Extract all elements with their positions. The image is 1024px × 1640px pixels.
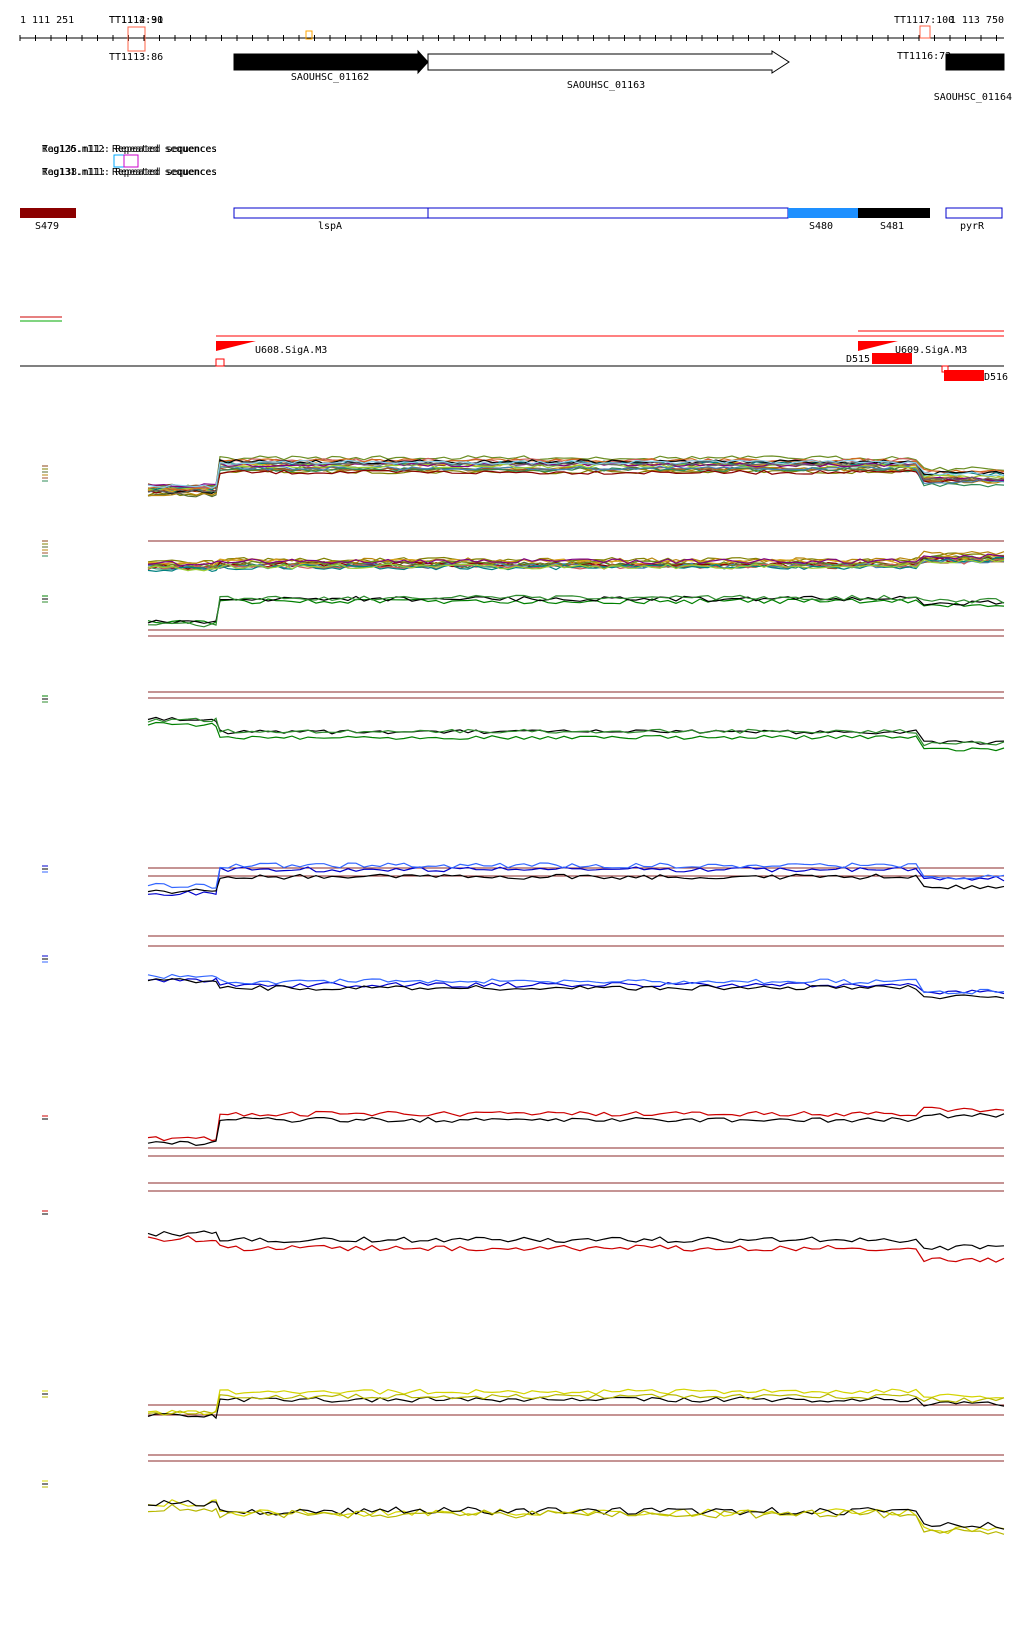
- profile-line: [147, 1106, 1005, 1142]
- promoter-flag-u609[interactable]: [858, 341, 898, 351]
- profile-line: [147, 717, 1005, 747]
- profile-panel-blue-a: [42, 862, 1005, 897]
- profile-line: [147, 1396, 1005, 1420]
- profile-line: [147, 873, 1005, 895]
- downshift-d516[interactable]: [944, 370, 984, 381]
- profile-line: [147, 1499, 1005, 1535]
- profile-line: [147, 862, 1005, 889]
- segment-label: S479: [35, 221, 59, 232]
- profile-line: [147, 465, 1005, 491]
- profile-line: [147, 594, 1005, 628]
- profile-line: [147, 598, 1005, 625]
- profile-line: [147, 1230, 1005, 1251]
- profile-panel-all-conditions-b: [42, 540, 1005, 573]
- downshift-label: D516: [984, 372, 1008, 383]
- segment-label: lspA: [318, 221, 342, 232]
- profile-panel-red-b: [42, 1182, 1005, 1263]
- repeat-label: Reg126.n112: Repeated sequences: [42, 144, 217, 155]
- segment-label: S480: [809, 221, 833, 232]
- segment-s481[interactable]: [858, 208, 930, 218]
- profile-line: [147, 459, 1005, 489]
- gene-arrow-saouhsc-01164[interactable]: [945, 53, 1005, 71]
- segment-lspa[interactable]: [233, 207, 429, 219]
- terminator-label: TT1113:86: [109, 52, 163, 63]
- terminator-label: TT1117:100: [894, 15, 954, 26]
- gene-arrow-saouhsc-01162[interactable]: [233, 49, 429, 75]
- downshift-label: D515: [846, 354, 870, 365]
- profile-panel-yellow-a: [42, 1388, 1005, 1420]
- profile-line: [147, 469, 1005, 495]
- repeat-mark[interactable]: [123, 154, 139, 168]
- terminator-label: TT1112:91: [109, 15, 163, 26]
- ruler-start-label: 1 111 251: [20, 15, 74, 26]
- terminator-track: TT1114:30 TT1112:91 TT1113:86 TT1117:100…: [109, 15, 954, 63]
- coordinate-ruler: 1 111 251 1 113 750: [19, 15, 1004, 41]
- segment-lspa-ext[interactable]: [427, 207, 789, 219]
- profile-line: [147, 716, 1005, 745]
- segment-pyrr[interactable]: [945, 207, 1003, 219]
- profile-panel-yellow-b: [42, 1454, 1005, 1535]
- profile-line: [147, 556, 1005, 573]
- profile-line: [147, 1393, 1005, 1416]
- profile-panel-blue-b: [42, 935, 1005, 1000]
- promoter-track: U608.SigA.M3 U609.SigA.M3 D515 D516: [20, 330, 1008, 383]
- terminator-mark[interactable]: [305, 30, 313, 40]
- terminator-label: TT1114:30: [109, 15, 163, 26]
- terminator-mark[interactable]: [127, 26, 146, 52]
- gene-label: SAOUHSC_01164: [934, 92, 1012, 103]
- segment-track: S479 lspA S480 S481 pyrR: [20, 207, 1003, 232]
- profile-panel-green-b: [42, 691, 1005, 752]
- repeat-label: Tag135.n11: Repeated sequences: [42, 144, 217, 155]
- segment-label: pyrR: [960, 221, 985, 232]
- promoter-label: U608.SigA.M3: [255, 345, 327, 356]
- profile-line: [147, 1235, 1005, 1263]
- repeat-label: Reg131.n111: Repeated sequences: [42, 167, 217, 178]
- profile-line: [147, 558, 1005, 572]
- profile-line: [147, 1499, 1005, 1530]
- profile-line: [147, 973, 1005, 995]
- promoter-mark[interactable]: [215, 358, 225, 367]
- profile-line: [147, 721, 1005, 752]
- profile-line: [147, 866, 1005, 897]
- profile-line: [147, 1112, 1005, 1147]
- gene-label: SAOUHSC_01163: [567, 80, 645, 91]
- downshift-mark[interactable]: [941, 365, 949, 373]
- segment-label: S481: [880, 221, 904, 232]
- ruler-end-label: 1 113 750: [950, 15, 1004, 26]
- terminator-label: TT1116:73: [897, 51, 951, 62]
- gene-arrow-saouhsc-01163[interactable]: [427, 50, 790, 74]
- repeat-track: Tag135.n11: Repeated sequences Reg126.n1…: [42, 144, 217, 178]
- segment-s480[interactable]: [788, 208, 858, 218]
- promoter-label: U609.SigA.M3: [895, 345, 967, 356]
- profile-panel-red-a: [42, 1106, 1005, 1157]
- repeat-mark[interactable]: [113, 154, 125, 168]
- gene-track: SAOUHSC_01162 SAOUHSC_01163 SAOUHSC_0116…: [233, 49, 1012, 103]
- profile-line: [147, 553, 1005, 567]
- profile-panel-green-a: [42, 594, 1005, 637]
- profile-panel-all-conditions-a: [42, 455, 1005, 498]
- profile-line: [147, 978, 1005, 1000]
- profile-line: [147, 457, 1005, 491]
- terminator-mark[interactable]: [919, 25, 931, 39]
- gene-label: SAOUHSC_01162: [291, 72, 369, 83]
- repeat-label: Tag138.n11: Repeated sequences: [42, 167, 217, 178]
- expression-profiles: [42, 455, 1005, 1535]
- profile-line: [147, 595, 1005, 625]
- profile-line: [147, 1388, 1005, 1416]
- downshift-d515[interactable]: [872, 353, 912, 364]
- profile-line: [147, 1503, 1005, 1535]
- segment-s479[interactable]: [20, 208, 76, 218]
- promoter-flag-u608[interactable]: [216, 341, 256, 351]
